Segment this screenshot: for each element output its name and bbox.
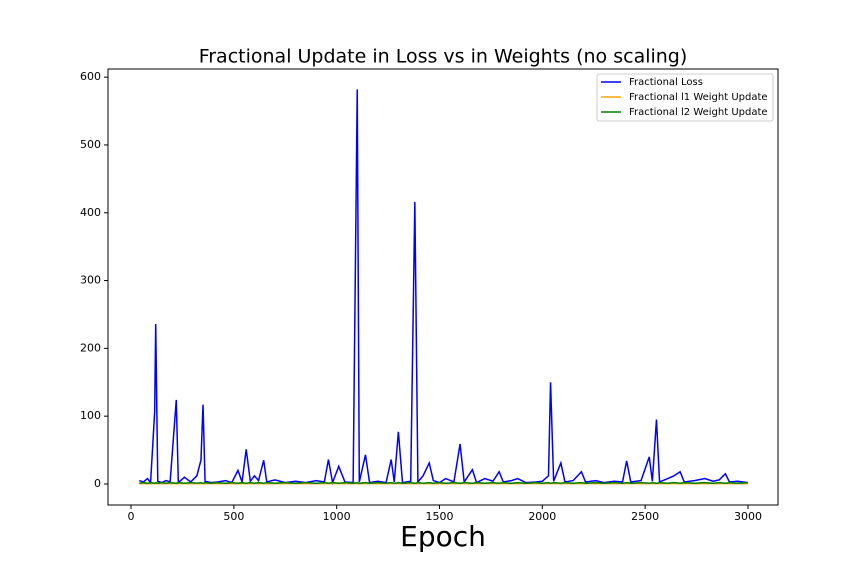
legend-box [596, 73, 774, 122]
x-tick-label: 2000 [528, 510, 556, 523]
y-tick-label: 500 [80, 138, 101, 151]
y-tick-label: 600 [80, 70, 101, 83]
series-line [139, 89, 749, 486]
y-tick-label: 100 [80, 409, 101, 422]
y-tick-label: 300 [80, 274, 101, 287]
x-tick-label: 2500 [631, 510, 659, 523]
x-tick-label: 500 [223, 510, 244, 523]
series-line [139, 481, 749, 485]
x-tick-label: 3000 [734, 510, 762, 523]
x-tick-label: 0 [128, 510, 135, 523]
x-tick-label: 1000 [323, 510, 351, 523]
x-axis-label: Epoch [400, 520, 486, 553]
x-tick-label: 1500 [426, 510, 454, 523]
y-tick-label: 200 [80, 341, 101, 354]
y-tick-label: 0 [94, 477, 101, 490]
legend-label: Fractional l2 Weight Update [629, 107, 768, 118]
legend-label: Fractional l1 Weight Update [629, 92, 768, 103]
chart-title: Fractional Update in Loss vs in Weights … [199, 46, 688, 68]
plot-frame [107, 68, 779, 506]
legend-label: Fractional Loss [629, 77, 703, 88]
y-tick-label: 400 [80, 206, 101, 219]
